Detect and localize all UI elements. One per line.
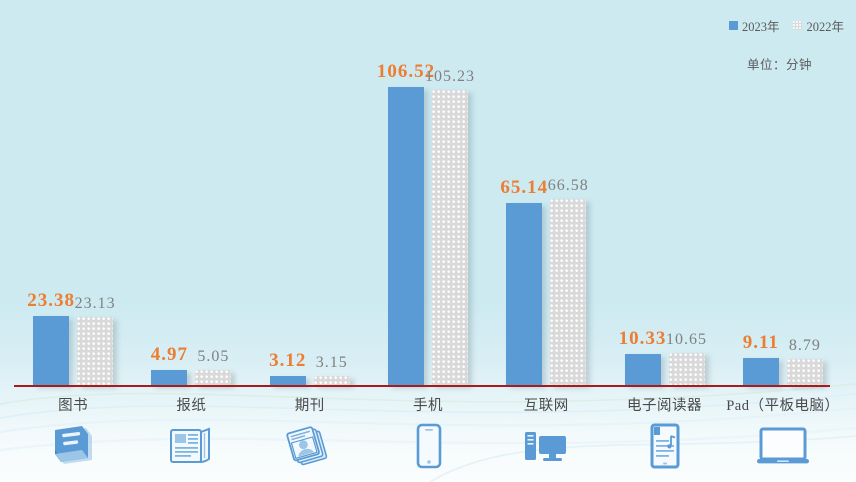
ereader-icon: [641, 420, 689, 474]
bar-group-hulianwang: 65.14 66.58: [487, 30, 605, 385]
bar-2022-qikan[interactable]: 3.15: [313, 354, 350, 385]
bar-group-shouji: 106.52 105.23: [369, 30, 487, 385]
legend-label-2023: 2023年: [741, 20, 780, 34]
bar-group-dianziyuedu: 10.33 10.65: [605, 30, 723, 385]
bar-2023-dianziyuedu[interactable]: 10.33: [619, 328, 665, 385]
category-label-baozhi: 报纸: [176, 398, 207, 414]
bar-wrap-2022-5: 10.65: [666, 30, 706, 385]
bar-wrap-2022-4: 66.58: [548, 30, 588, 385]
value-label-2023-hulianwang: 65.14: [500, 176, 549, 198]
bar-wrap-2023-6: 9.11: [743, 30, 779, 385]
bar-wrap-2023-4: 65.14: [500, 30, 547, 385]
bar-2023-pad[interactable]: 9.11: [743, 332, 779, 385]
category-label-hulianwang: 互联网: [523, 398, 569, 414]
value-label-2023-qikan: 3.12: [269, 349, 307, 371]
bar-wrap-2022-0: 23.13: [75, 30, 115, 385]
bar-wrap-2023-3: 106.52: [377, 30, 434, 385]
value-label-2022-hulianwang: 66.58: [547, 176, 589, 194]
category-label-pad: Pad（平板电脑）: [726, 398, 840, 414]
bar-wrap-2023-2: 3.12: [269, 30, 306, 385]
category-label-qikan: 期刊: [294, 398, 325, 414]
bar-wrap-2022-2: 3.15: [313, 30, 350, 385]
legend-label-2022: 2022年: [806, 20, 844, 34]
bar-2022-tushu[interactable]: 23.13: [75, 295, 115, 385]
book-icon: [48, 420, 98, 474]
dotted-square-icon: [793, 21, 803, 30]
value-label-2022-dianziyuedu: 10.65: [666, 331, 708, 349]
bar-2022-baozhi[interactable]: 5.05: [195, 348, 232, 385]
bar-group-qikan: 3.12 3.15: [251, 30, 369, 385]
bar-group-pad: 9.11 8.79: [724, 30, 842, 385]
bar-wrap-2023-5: 10.33: [619, 30, 665, 385]
value-label-2022-shouji: 105.23: [424, 68, 475, 86]
category-label-tushu: 图书: [58, 398, 89, 414]
computer-icon: [520, 420, 572, 474]
category-baozhi[interactable]: 报纸: [132, 390, 250, 482]
category-dianziyuedu[interactable]: 电子阅读器: [605, 390, 723, 482]
axis-baseline: [14, 385, 830, 387]
category-hulianwang[interactable]: 互联网: [487, 390, 605, 482]
bar-2022-shouji[interactable]: 105.23: [425, 68, 474, 385]
bar-2023-shouji[interactable]: 106.52: [377, 61, 434, 385]
bar-2022-pad[interactable]: 8.79: [786, 337, 823, 385]
value-label-2023-tushu: 23.38: [27, 289, 76, 311]
bar-2023-qikan[interactable]: 3.12: [269, 350, 306, 385]
bar-wrap-2022-6: 8.79: [786, 30, 823, 385]
bar-2022-dianziyuedu[interactable]: 10.65: [666, 331, 706, 385]
category-shouji[interactable]: 手机: [369, 390, 487, 482]
bar-groups: 23.38 23.13 4.97 5.05: [14, 30, 842, 385]
category-axis: 图书 报纸: [14, 390, 842, 482]
bar-2023-tushu[interactable]: 23.38: [27, 290, 74, 385]
bar-group-baozhi: 4.97 5.05: [132, 30, 250, 385]
bar-2022-hulianwang[interactable]: 66.58: [548, 177, 588, 385]
value-label-2023-baozhi: 4.97: [150, 344, 189, 366]
chart-legend: 2023年 2022年: [728, 16, 844, 35]
newspaper-icon: [166, 420, 216, 474]
unit-note: 单位：分钟: [746, 58, 812, 72]
solid-square-icon: [728, 21, 738, 30]
value-label-2022-tushu: 23.13: [74, 294, 116, 312]
category-qikan[interactable]: 期刊: [251, 390, 369, 482]
bar-2023-baozhi[interactable]: 4.97: [151, 344, 188, 385]
bar-2023-hulianwang[interactable]: 65.14: [500, 177, 547, 385]
bar-wrap-2022-3: 105.23: [425, 30, 474, 385]
legend-item-2022[interactable]: 2022年: [793, 16, 844, 35]
bar-wrap-2023-1: 4.97: [151, 30, 188, 385]
value-label-2022-qikan: 3.15: [315, 353, 348, 371]
category-pad[interactable]: Pad（平板电脑）: [724, 390, 842, 482]
legend-item-2023[interactable]: 2023年: [728, 16, 780, 35]
value-label-2023-dianziyuedu: 10.33: [618, 328, 667, 350]
value-label-2022-baozhi: 5.05: [197, 348, 230, 366]
journal-icon: [285, 420, 335, 474]
value-label-2023-shouji: 106.52: [376, 60, 436, 82]
category-tushu[interactable]: 图书: [14, 390, 132, 482]
bar-group-tushu: 23.38 23.13: [14, 30, 132, 385]
phone-icon: [403, 420, 453, 474]
bar-wrap-2022-1: 5.05: [195, 30, 232, 385]
value-label-2022-pad: 8.79: [788, 337, 821, 355]
bar-wrap-2023-0: 23.38: [27, 30, 74, 385]
category-label-shouji: 手机: [412, 398, 443, 414]
value-label-2023-pad: 9.11: [742, 332, 779, 354]
laptop-icon: [755, 420, 811, 474]
category-label-dianziyuedu: 电子阅读器: [627, 398, 703, 414]
